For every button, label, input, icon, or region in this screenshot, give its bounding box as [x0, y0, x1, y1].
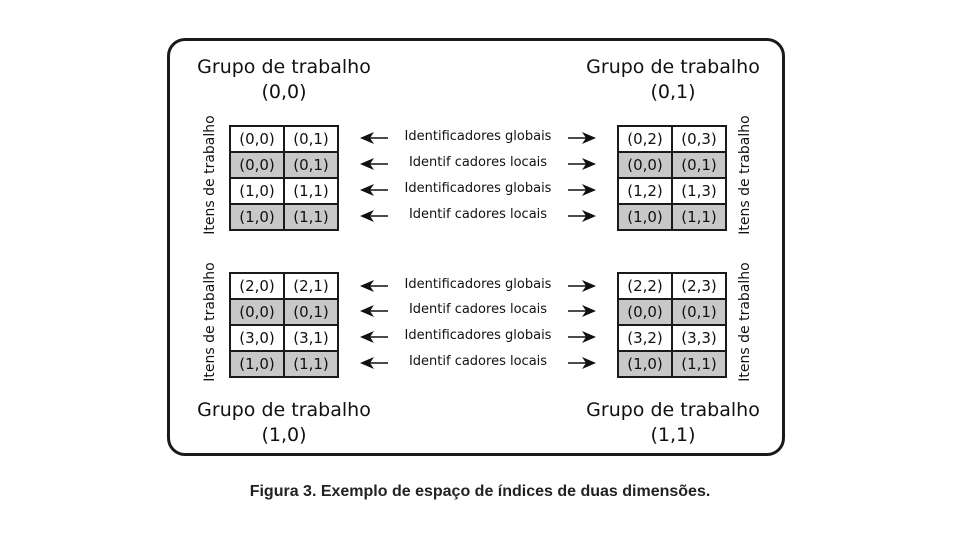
grid-group-1-1: (2,2) (2,3) (0,0) (0,1) (3,2) (3,3) (1,0) (1… [617, 272, 727, 378]
cell: (3,3) [671, 324, 727, 352]
local-ids-label: Identif cadores locais [388, 302, 568, 317]
local-ids-arrow: Identif cadores locais [358, 353, 598, 373]
cell: (3,1) [283, 324, 339, 352]
global-ids-arrow: Identificadores globais [358, 276, 598, 296]
cell: (0,3) [671, 125, 727, 153]
cell: (0,1) [283, 151, 339, 179]
cell: (0,0) [617, 298, 673, 326]
cell: (1,1) [671, 350, 727, 378]
cell: (0,1) [671, 151, 727, 179]
local-ids-label: Identif cadores locais [388, 354, 568, 369]
figure-caption: Figura 3. Exemplo de espaço de índices d… [249, 483, 711, 500]
cell: (0,1) [283, 298, 339, 326]
cell: (1,3) [671, 177, 727, 205]
cell: (2,3) [671, 272, 727, 300]
items-label-1-1: Itens de trabalho [737, 262, 753, 382]
local-ids-label: Identif cadores locais [388, 155, 568, 170]
cell: (0,1) [283, 125, 339, 153]
cell: (3,2) [617, 324, 673, 352]
global-ids-label: Identificadores globais [388, 328, 568, 343]
group-title-1-1: Grupo de trabalho (1,1) [586, 399, 760, 446]
cell: (3,0) [229, 324, 285, 352]
items-label-1-0: Itens de trabalho [202, 262, 218, 382]
cell: (0,0) [229, 298, 285, 326]
cell: (1,2) [617, 177, 673, 205]
cell: (2,1) [283, 272, 339, 300]
cell: (1,0) [229, 350, 285, 378]
global-ids-arrow: Identificadores globais [358, 128, 598, 148]
local-ids-arrow: Identif cadores locais [358, 301, 598, 321]
items-label-0-0: Itens de trabalho [202, 115, 218, 235]
cell: (0,0) [229, 125, 285, 153]
cell: (0,1) [671, 298, 727, 326]
cell: (0,0) [617, 151, 673, 179]
local-ids-arrow: Identif cadores locais [358, 206, 598, 226]
cell: (0,0) [229, 151, 285, 179]
grid-group-0-1: (0,2) (0,3) (0,0) (0,1) (1,2) (1,3) (1,0) (1… [617, 125, 727, 231]
cell: (1,0) [617, 203, 673, 231]
group-title-0-0: Grupo de trabalho (0,0) [197, 56, 371, 103]
global-ids-arrow: Identificadores globais [358, 180, 598, 200]
cell: (1,0) [229, 177, 285, 205]
diagram-frame [167, 38, 785, 456]
items-label-0-1: Itens de trabalho [737, 115, 753, 235]
grid-group-0-0: (0,0) (0,1) (0,0) (0,1) (1,0) (1,1) (1,0) (1… [229, 125, 339, 231]
global-ids-label: Identificadores globais [388, 277, 568, 292]
cell: (2,0) [229, 272, 285, 300]
cell: (1,1) [283, 177, 339, 205]
cell: (1,1) [283, 350, 339, 378]
cell: (0,2) [617, 125, 673, 153]
global-ids-arrow: Identificadores globais [358, 327, 598, 347]
group-title-0-1: Grupo de trabalho (0,1) [586, 56, 760, 103]
global-ids-label: Identificadores globais [388, 129, 568, 144]
cell: (1,0) [617, 350, 673, 378]
cell: (1,0) [229, 203, 285, 231]
group-title-1-0: Grupo de trabalho (1,0) [197, 399, 371, 446]
local-ids-arrow: Identif cadores locais [358, 154, 598, 174]
grid-group-1-0: (2,0) (2,1) (0,0) (0,1) (3,0) (3,1) (1,0) (1… [229, 272, 339, 378]
local-ids-label: Identif cadores locais [388, 207, 568, 222]
cell: (1,1) [283, 203, 339, 231]
global-ids-label: Identificadores globais [388, 181, 568, 196]
cell: (1,1) [671, 203, 727, 231]
cell: (2,2) [617, 272, 673, 300]
